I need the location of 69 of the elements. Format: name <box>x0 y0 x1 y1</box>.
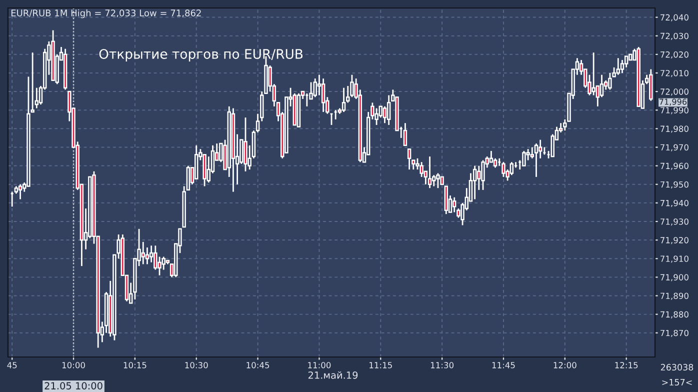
y-tick-label: 71,940 <box>660 200 688 208</box>
x-tick-label: 11:30 <box>430 362 454 368</box>
candlestick <box>420 161 424 178</box>
candlestick <box>186 165 190 191</box>
candlestick <box>472 165 477 200</box>
candlestick <box>162 256 166 270</box>
candlestick <box>412 160 416 170</box>
x-tick-label: 11:00 <box>308 362 331 368</box>
candlestick <box>493 158 498 168</box>
candlestick <box>30 52 34 113</box>
candlestick <box>534 142 538 178</box>
candlestick <box>403 122 408 146</box>
candlestick <box>502 161 506 178</box>
candlestick <box>522 150 526 166</box>
y-tick-label: 72,010 <box>660 70 688 78</box>
candlestick <box>382 106 387 124</box>
y-tick-label: 71,870 <box>660 330 688 337</box>
candlestick <box>18 184 22 200</box>
y-tick-label: 72,040 <box>660 14 688 22</box>
candlestick <box>436 172 440 189</box>
annotation: 71,996 <box>660 98 687 106</box>
text: 21.май.19 <box>308 371 358 379</box>
candlestick <box>321 78 326 113</box>
y-tick-label: 71,900 <box>660 274 688 282</box>
y-tick-label: 71,910 <box>660 256 688 263</box>
chart-title: EUR/RUB 1M High = 72,033 Low = 71,862 <box>11 9 201 18</box>
x-tick-label: 10:30 <box>185 362 208 368</box>
candlestick <box>141 241 145 265</box>
y-tick-label: 72,030 <box>660 32 688 40</box>
y-tick-label: 71,950 <box>660 181 688 188</box>
y-tick-label: 71,980 <box>660 126 688 133</box>
candlestick <box>313 78 317 98</box>
y-tick-label: 71,920 <box>660 237 688 244</box>
candlestick <box>608 72 612 90</box>
x-tick-label: 11:15 <box>370 362 392 368</box>
candlestick <box>428 156 432 189</box>
candlestick <box>600 74 604 98</box>
x-tick-label: 11:45 <box>492 362 515 368</box>
candlestick <box>481 160 485 191</box>
text: 263038 <box>660 364 694 371</box>
candlestick <box>477 165 481 191</box>
candlestick <box>592 52 596 96</box>
y-tick-label: 71,880 <box>660 311 688 318</box>
candlestick <box>620 59 624 74</box>
y-tick-label: 71,960 <box>660 162 688 170</box>
x-tick-label: 12:15 <box>615 362 638 368</box>
y-tick-label: 72,000 <box>660 88 688 96</box>
candlestick <box>158 256 162 276</box>
candlestick <box>452 196 456 213</box>
candlestick <box>244 116 248 172</box>
y-tick-label: 71,930 <box>660 218 688 226</box>
text: >157< <box>662 379 692 386</box>
y-tick-label: 71,970 <box>660 144 688 152</box>
ref-line-label: 21.05 10:00 <box>44 382 102 390</box>
y-tick-label: 71,890 <box>660 292 688 300</box>
x-tick-label: 10:45 <box>246 362 270 368</box>
x-tick-label: 12:00 <box>554 362 576 368</box>
x-tick-label: 45 <box>7 362 17 368</box>
x-tick-label: 10:00 <box>62 362 85 368</box>
y-tick-label: 71,990 <box>660 107 688 114</box>
y-tick-label: 72,020 <box>660 51 688 59</box>
candlestick <box>386 94 391 126</box>
candlestick <box>342 87 346 113</box>
candlestick <box>407 148 412 170</box>
candlestick <box>538 139 542 160</box>
annotation: Открытие торгов по EUR/RUB <box>99 48 303 62</box>
candlestick <box>616 57 620 76</box>
candlestick <box>550 134 554 158</box>
x-tick-label: 10:15 <box>124 362 146 368</box>
